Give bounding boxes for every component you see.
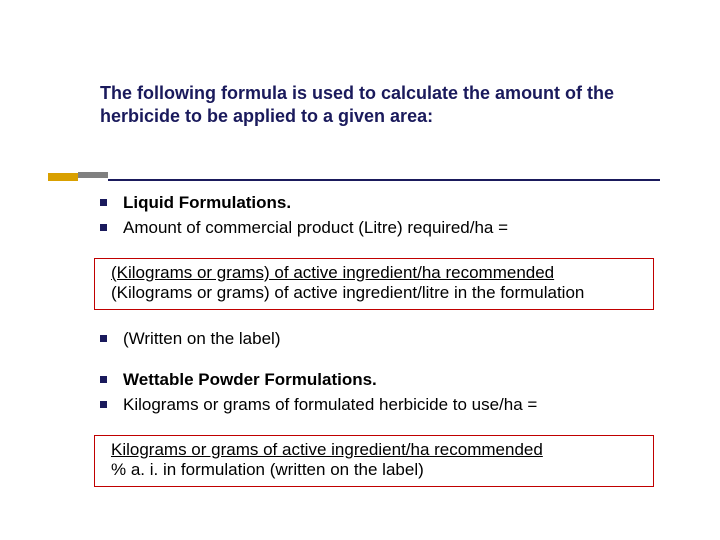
formula1-denominator: (Kilograms or grams) of active ingredien… — [103, 283, 645, 303]
bullet-row: Kilograms or grams of formulated herbici… — [100, 394, 660, 417]
bullet-row: Amount of commercial product (Litre) req… — [100, 217, 660, 240]
slide-title: The following formula is used to calcula… — [100, 82, 660, 129]
accent-gold-box — [48, 173, 78, 181]
square-bullet-icon — [100, 376, 107, 383]
formula-box-wettable: Kilograms or grams of active ingredient/… — [94, 435, 654, 487]
square-bullet-icon — [100, 224, 107, 231]
slide: The following formula is used to calcula… — [0, 0, 720, 540]
square-bullet-icon — [100, 335, 107, 342]
formula2-numerator: Kilograms or grams of active ingredient/… — [103, 440, 645, 460]
bullet-row: Wettable Powder Formulations. — [100, 369, 660, 392]
title-long-line — [108, 179, 660, 181]
slide-body: Liquid Formulations. Amount of commercia… — [100, 192, 660, 487]
formula1-numerator: (Kilograms or grams) of active ingredien… — [103, 263, 645, 283]
bullet-written-on-label: (Written on the label) — [123, 328, 280, 351]
bullet-row: Liquid Formulations. — [100, 192, 660, 215]
bullet-kg-formulated: Kilograms or grams of formulated herbici… — [123, 394, 537, 417]
bullet-liquid-formulations: Liquid Formulations. — [123, 192, 291, 215]
title-block: The following formula is used to calcula… — [100, 82, 660, 129]
title-underline — [48, 172, 660, 186]
bullet-amount-commercial: Amount of commercial product (Litre) req… — [123, 217, 508, 240]
square-bullet-icon — [100, 199, 107, 206]
formula-box-liquid: (Kilograms or grams) of active ingredien… — [94, 258, 654, 310]
accent-gray-box — [78, 172, 108, 178]
bullet-row: (Written on the label) — [100, 328, 660, 351]
square-bullet-icon — [100, 401, 107, 408]
bullet-wettable-powder: Wettable Powder Formulations. — [123, 369, 377, 392]
formula2-denominator: % a. i. in formulation (written on the l… — [103, 460, 645, 480]
